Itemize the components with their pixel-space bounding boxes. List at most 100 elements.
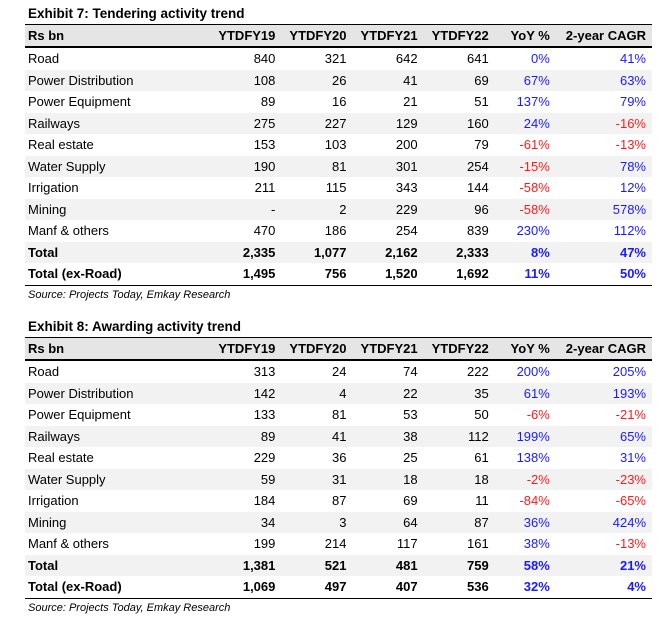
- column-header: YoY %: [494, 25, 556, 48]
- row-label: Power Distribution: [25, 69, 211, 91]
- table-cell: 112: [423, 425, 495, 447]
- table-row: Water Supply 190 81 301 254 -15% 78%: [25, 155, 652, 177]
- row-label: Power Equipment: [28, 94, 131, 110]
- table-row: Mining -2 229 96 -58% 578%: [25, 198, 652, 220]
- table-cell: 138%: [516, 450, 550, 466]
- table-cell: -65%: [615, 493, 646, 509]
- table-cell: 50: [474, 407, 489, 423]
- table-cell: 36: [332, 450, 347, 466]
- table-cell: 497: [281, 576, 353, 599]
- table-row: Water Supply 59 31 18 18 -2% -23%: [25, 468, 652, 490]
- table-cell: 1,520: [352, 263, 424, 286]
- row-label: Real estate: [28, 450, 94, 466]
- table-cell: 190: [210, 155, 282, 177]
- exhibit-7-tendering: Exhibit 7: Tendering activity trend Rs bn…: [25, 7, 652, 301]
- table-cell: 25: [403, 450, 418, 466]
- table-cell: 840: [253, 51, 276, 67]
- table-cell: -61%: [519, 137, 550, 153]
- column-header: Rs bn: [25, 25, 211, 48]
- row-label: Railways: [25, 112, 211, 134]
- table-cell: 759: [423, 554, 495, 576]
- table-cell: 61%: [494, 382, 556, 404]
- table-cell: 153: [253, 137, 276, 153]
- table-cell: 41: [281, 425, 353, 447]
- data-table: Rs bn YTDFY19 YTDFY20 YTDFY21 YTDFY22 YoY % 2-…: [25, 25, 652, 286]
- table-row: Power Equipment 133 81 53 50 -6% -21%: [25, 404, 652, 426]
- table-cell: 69: [423, 69, 495, 91]
- table-cell: 12%: [619, 180, 646, 196]
- table-cell: 275: [210, 112, 282, 134]
- table-row: Irrigation 184 87 69 11 -84% -65%: [25, 490, 652, 512]
- table-cell: 641: [467, 51, 489, 67]
- table-cell: 521: [281, 554, 353, 576]
- table-cell: 74: [403, 364, 418, 380]
- table-row: Irrigation 211 115 343 144 -58% 12%: [25, 177, 652, 199]
- table-cell: 24%: [494, 112, 556, 134]
- table-cell: 67%: [494, 69, 556, 91]
- table-cell: 1,495: [210, 263, 282, 286]
- column-header: YTDFY21: [352, 338, 424, 361]
- table-cell: -: [210, 198, 282, 220]
- table-cell: -2%: [494, 468, 556, 490]
- row-label: Water Supply: [25, 468, 211, 490]
- table-cell: 407: [352, 576, 424, 599]
- table-cell: 108: [210, 69, 282, 91]
- table-cell: 16: [332, 94, 347, 110]
- table-cell: 222: [467, 364, 489, 380]
- table-cell: 89: [260, 94, 276, 110]
- table-cell: -84%: [519, 493, 550, 509]
- table-cell: 0%: [531, 51, 550, 67]
- row-label: Power Distribution: [25, 382, 211, 404]
- table-cell: 61: [474, 450, 489, 466]
- table-cell: 58%: [494, 554, 556, 576]
- table-cell: 142: [210, 382, 282, 404]
- table-cell: 78%: [555, 155, 652, 177]
- table-cell: 321: [324, 51, 347, 67]
- table-cell: 79: [474, 137, 489, 153]
- table-cell: 8%: [494, 241, 556, 263]
- table-row: Real estate 153 103 200 79 -61% -13%: [25, 134, 652, 156]
- column-header: 2-year CAGR: [555, 338, 652, 361]
- table-cell: 34: [210, 511, 282, 533]
- table-cell: 230%: [516, 223, 550, 239]
- table-cell: 47%: [555, 241, 652, 263]
- column-header: 2-year CAGR: [555, 25, 652, 48]
- table-cell: 254: [395, 223, 418, 239]
- table-cell: 79%: [619, 94, 646, 110]
- table-cell: 2,162: [352, 241, 424, 263]
- row-label: Road: [28, 51, 60, 67]
- table-cell: 2,335: [210, 241, 282, 263]
- table-row: Total (ex-Road) 1,495 756 1,520 1,692 11% 50%: [25, 263, 652, 286]
- table-cell: 11%: [494, 263, 556, 286]
- table-cell: 3: [281, 511, 353, 533]
- table-cell: 1,381: [210, 554, 282, 576]
- row-label: Total (ex-Road): [25, 576, 211, 599]
- table-cell: 133: [253, 407, 276, 423]
- source-note: Source: Projects Today, Emkay Research: [28, 601, 231, 614]
- exhibit-8-awarding: Exhibit 8: Awarding activity trend Rs bn Y…: [25, 320, 652, 614]
- row-label: Mining: [25, 511, 211, 533]
- table-cell: 115: [325, 180, 347, 196]
- table-row: Power Distribution 108 26 41 69 67% 63%: [25, 69, 652, 91]
- table-cell: 470: [253, 223, 276, 239]
- table-cell: 18: [352, 468, 424, 490]
- table-cell: 117: [396, 536, 418, 552]
- row-label: Water Supply: [25, 155, 211, 177]
- table-row: Total (ex-Road) 1,069 497 407 536 32% 4%: [25, 576, 652, 599]
- table-cell: 21: [403, 94, 418, 110]
- table-cell: 186: [324, 223, 347, 239]
- row-label: Mining: [25, 198, 211, 220]
- table-row: Road 840 321 642 641 0% 41%: [25, 47, 652, 70]
- exhibit-title: Exhibit 7: Tendering activity trend: [25, 7, 652, 25]
- row-label: Power Equipment: [28, 407, 131, 423]
- table-cell: 214: [324, 536, 347, 552]
- table-cell: 200: [395, 137, 418, 153]
- table-cell: 96: [423, 198, 495, 220]
- table-cell: 35: [423, 382, 495, 404]
- row-label: Total (ex-Road): [25, 263, 211, 286]
- row-label: Road: [28, 364, 60, 380]
- table-cell: 63%: [555, 69, 652, 91]
- table-cell: 229: [352, 198, 424, 220]
- table-row: Manf & others 199 214 117 161 38% -13%: [25, 533, 652, 555]
- table-row: Power Distribution 142 4 22 35 61% 193%: [25, 382, 652, 404]
